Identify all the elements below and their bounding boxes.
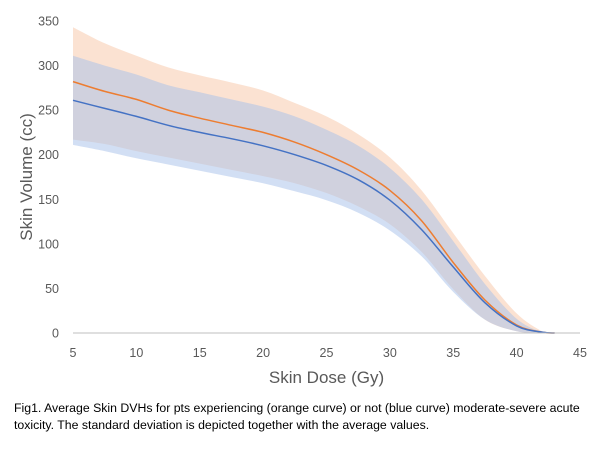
std-band-1	[73, 55, 555, 334]
dvh-chart: 5 10 15 20 25 30 35 40 45 050100150200250300350 …	[17, 15, 587, 388]
y-tick-label: 200	[38, 148, 59, 162]
mean-line-1	[72, 99, 555, 334]
x-tick-label: 35	[446, 346, 460, 360]
x-tick-label: 20	[256, 346, 270, 360]
y-tick-label: 350	[38, 15, 59, 29]
mean-lines	[72, 80, 555, 334]
x-tick-label: 10	[129, 346, 143, 360]
mean-line-0	[72, 80, 555, 334]
y-tick-label: 0	[52, 327, 59, 341]
y-tick-label: 300	[38, 59, 59, 73]
x-tick-labels: 5 10 15 20 25 30 35 40 45	[70, 346, 587, 360]
x-tick-label: 15	[193, 346, 207, 360]
y-tick-label: 250	[38, 104, 59, 118]
x-tick-label: 45	[573, 346, 587, 360]
y-axis-title: Skin Volume (cc)	[17, 113, 36, 241]
x-tick-label: 40	[510, 346, 524, 360]
y-tick-label: 150	[38, 193, 59, 207]
x-tick-label: 5	[70, 346, 77, 360]
y-tick-labels: 0 50 100 150 200 250 300 350	[38, 15, 59, 341]
y-tick-label: 100	[38, 237, 59, 251]
x-tick-label: 25	[320, 346, 334, 360]
y-tick-label: 50	[45, 282, 59, 296]
x-axis-title: Skin Dose (Gy)	[269, 368, 384, 387]
x-tick-label: 30	[383, 346, 397, 360]
figure-caption: Fig1. Average Skin DVHs for pts experien…	[14, 401, 580, 432]
std-bands	[73, 27, 555, 334]
